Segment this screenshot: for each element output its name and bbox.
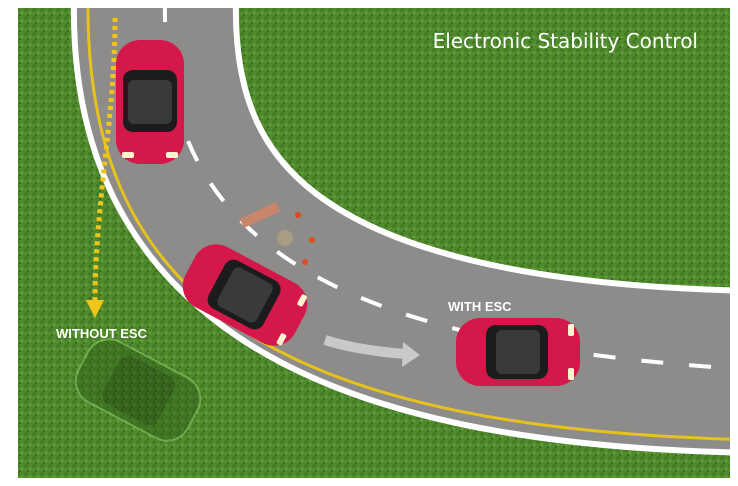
without-esc-label: WITHOUT ESC	[56, 326, 148, 341]
illustration: Electronic Stability Control WITH ESC WI…	[0, 0, 738, 486]
title: Electronic Stability Control	[433, 29, 698, 53]
car	[456, 318, 580, 386]
rock	[277, 230, 293, 246]
with-esc-label: WITH ESC	[448, 299, 512, 314]
scene	[18, 0, 738, 478]
cone	[309, 237, 315, 243]
cone	[302, 259, 308, 265]
cone	[295, 212, 301, 218]
car	[116, 40, 184, 164]
